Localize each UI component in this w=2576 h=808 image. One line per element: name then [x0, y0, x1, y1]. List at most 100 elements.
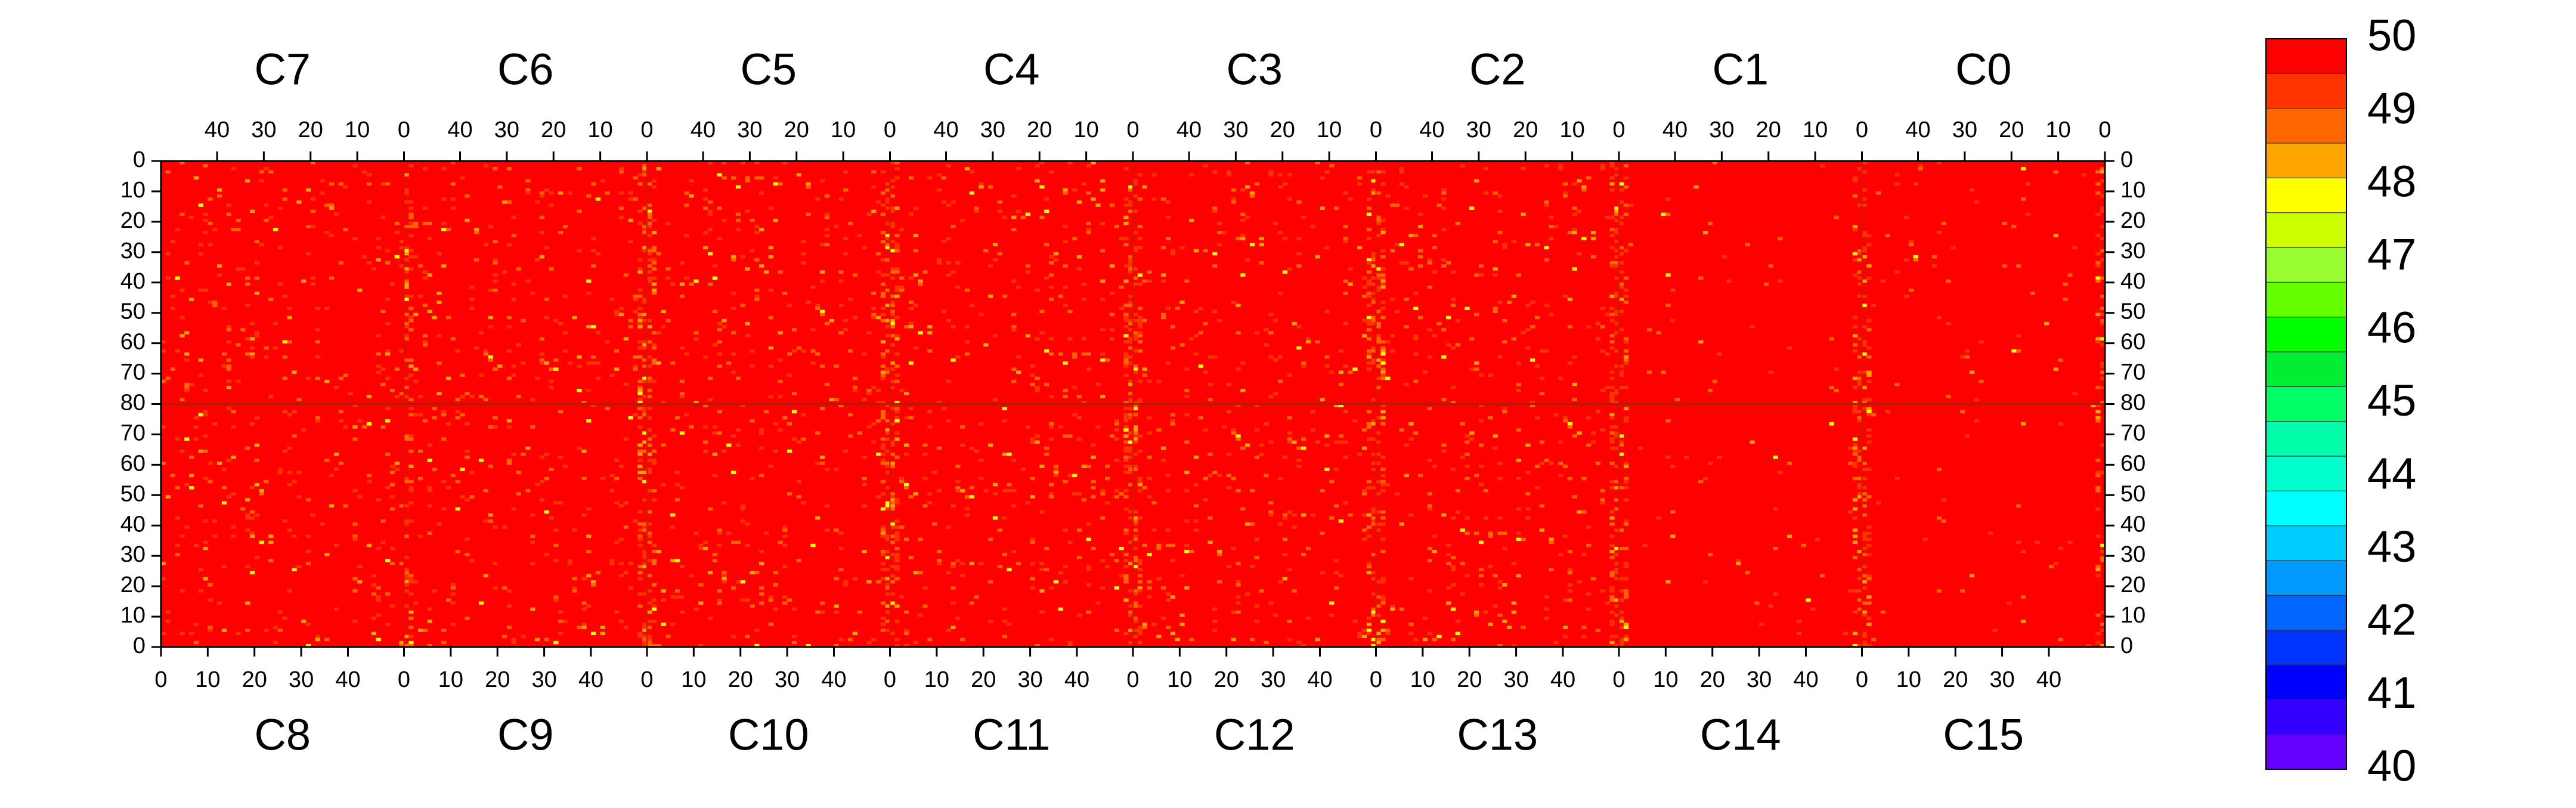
heatmap-cell: [1100, 221, 1106, 225]
heatmap-cell: [759, 446, 764, 450]
heatmap-cell: [1366, 295, 1372, 298]
heatmap-cell: [1048, 586, 1054, 590]
heatmap-cell: [240, 507, 246, 511]
heatmap-cell: [1109, 553, 1115, 556]
heatmap-cell: [179, 534, 185, 538]
heatmap-cell: [1493, 191, 1498, 195]
heatmap-cell: [661, 482, 666, 487]
row-tick-label-right: 50: [2120, 481, 2145, 506]
heatmap-cell: [175, 276, 180, 280]
heatmap-cell: [885, 419, 890, 423]
heatmap-cell: [1072, 385, 1078, 389]
heatmap-cell: [1614, 167, 1620, 171]
heatmap-cell: [782, 601, 788, 605]
heatmap-cell: [1371, 486, 1376, 490]
heatmap-cell: [1693, 185, 1699, 189]
heatmap-cell: [1441, 443, 1447, 447]
heatmap-cell: [1086, 221, 1091, 225]
heatmap-cell: [731, 352, 736, 356]
heatmap-cell: [969, 486, 974, 490]
heatmap-cell: [1862, 537, 1867, 541]
heatmap-cell: [1123, 459, 1129, 462]
heatmap-cell: [735, 212, 741, 216]
heatmap-cell: [1184, 489, 1190, 493]
heatmap-cell: [1366, 270, 1372, 274]
heatmap-cell: [1133, 425, 1138, 429]
heatmap-cell: [1231, 546, 1236, 550]
heatmap-cell: [427, 459, 432, 462]
heatmap-cell: [1483, 167, 1488, 171]
heatmap-cell: [717, 352, 722, 356]
heatmap-cell: [894, 519, 900, 523]
heatmap-cell: [1665, 212, 1671, 216]
heatmap-cell: [408, 574, 414, 578]
heatmap-cell: [259, 243, 264, 247]
heatmap-cell: [2100, 312, 2106, 317]
heatmap-cell: [1179, 246, 1185, 250]
heatmap-cell: [1011, 228, 1017, 231]
heatmap-cell: [735, 228, 741, 231]
heatmap-cell: [1165, 215, 1171, 219]
heatmap-cell: [2091, 404, 2096, 407]
heatmap-cell: [618, 537, 624, 541]
heatmap-cell: [1422, 617, 1428, 620]
heatmap-cell: [1567, 589, 1573, 593]
heatmap-cell: [740, 507, 745, 511]
heatmap-cell: [2095, 404, 2101, 407]
heatmap-cell: [745, 598, 750, 602]
heatmap-cell: [740, 255, 745, 259]
heatmap-cell: [642, 550, 648, 553]
heatmap-cell: [1119, 546, 1124, 550]
row-tick-label-right: 10: [2120, 603, 2145, 628]
heatmap-cell: [441, 264, 447, 268]
heatmap-cell: [506, 167, 512, 171]
heatmap-cell: [1852, 176, 1858, 179]
heatmap-cell: [936, 489, 942, 493]
heatmap-cell: [1133, 318, 1138, 323]
heatmap-cell: [394, 468, 400, 471]
heatmap-cell: [1857, 203, 1862, 207]
heatmap-cell: [455, 479, 460, 484]
heatmap-cell: [1333, 206, 1339, 210]
bottom-chip-label: C12: [1214, 710, 1295, 760]
heatmap-cell: [1675, 398, 1680, 401]
heatmap-cell: [1497, 209, 1503, 213]
heatmap-cell: [590, 237, 596, 240]
heatmap-cell: [1623, 462, 1629, 465]
heatmap-cell: [890, 540, 895, 544]
heatmap-cell: [161, 379, 166, 383]
heatmap-cell: [941, 407, 946, 411]
heatmap-cell: [1483, 489, 1488, 493]
heatmap-cell: [633, 355, 638, 359]
heatmap-cell: [1277, 292, 1283, 295]
heatmap-cell: [1614, 546, 1620, 550]
heatmap-cell: [763, 531, 769, 535]
heatmap-cell: [408, 255, 414, 259]
heatmap-cell: [1586, 592, 1592, 596]
heatmap-cell: [1249, 565, 1255, 568]
heatmap-cell: [880, 373, 886, 377]
heatmap-cell: [179, 288, 185, 292]
heatmap-cell: [717, 528, 722, 532]
heatmap-cell: [572, 586, 577, 590]
heatmap-cell: [904, 629, 909, 632]
heatmap-cell: [1020, 215, 1026, 219]
heatmap-cell: [1862, 546, 1867, 550]
heatmap-cell: [1137, 568, 1143, 572]
heatmap-cell: [885, 465, 890, 468]
heatmap-cell: [1048, 255, 1054, 259]
heatmap-cell: [450, 206, 456, 210]
heatmap-cell: [249, 346, 255, 350]
heatmap-cell: [1590, 577, 1596, 581]
heatmap-cell: [441, 167, 447, 171]
heatmap-cell: [712, 309, 717, 314]
heatmap-cell: [249, 352, 255, 356]
heatmap-cell: [880, 623, 886, 626]
heatmap-cell: [404, 258, 409, 262]
heatmap-cell: [890, 309, 895, 314]
heatmap-cell: [226, 358, 231, 362]
heatmap-cell: [670, 513, 676, 517]
heatmap-cell: [2100, 343, 2106, 347]
heatmap-cell: [474, 228, 479, 231]
heatmap-cell: [525, 179, 531, 183]
